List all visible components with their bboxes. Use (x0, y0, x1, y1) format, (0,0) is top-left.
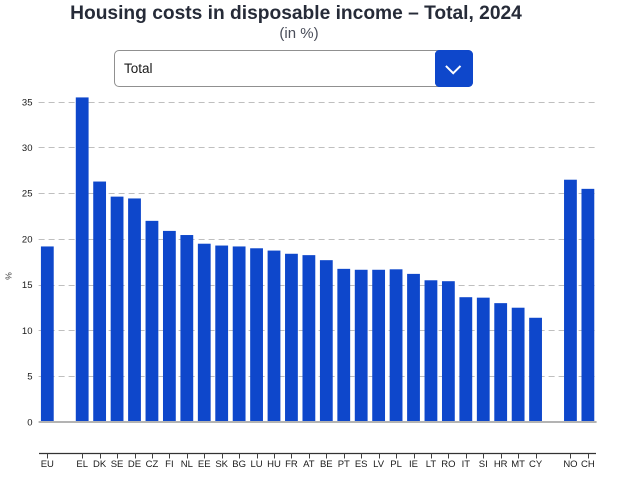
svg-text:FR: FR (285, 459, 298, 470)
svg-text:PL: PL (390, 459, 402, 470)
svg-text:15: 15 (22, 280, 33, 291)
svg-text:CY: CY (529, 459, 543, 470)
svg-text:0: 0 (27, 417, 32, 428)
svg-text:CH: CH (581, 459, 595, 470)
svg-text:DE: DE (128, 459, 141, 470)
svg-text:IE: IE (409, 459, 418, 470)
svg-text:HR: HR (494, 459, 508, 470)
svg-text:BG: BG (232, 459, 246, 470)
svg-text:SE: SE (111, 459, 124, 470)
svg-text:NO: NO (563, 459, 577, 470)
svg-text:20: 20 (22, 234, 33, 245)
svg-text:35: 35 (22, 97, 33, 108)
svg-text:10: 10 (22, 326, 33, 337)
svg-text:BE: BE (320, 459, 333, 470)
svg-text:LV: LV (373, 459, 385, 470)
svg-text:SI: SI (479, 459, 488, 470)
svg-text:MT: MT (511, 459, 525, 470)
svg-text:EU: EU (41, 459, 54, 470)
svg-text:SK: SK (215, 459, 228, 470)
svg-text:AT: AT (303, 459, 315, 470)
svg-text:LT: LT (426, 459, 437, 470)
svg-text:FI: FI (165, 459, 173, 470)
svg-text:EE: EE (198, 459, 211, 470)
svg-text:LU: LU (250, 459, 262, 470)
svg-text:PT: PT (338, 459, 350, 470)
svg-text:%: % (4, 272, 14, 280)
svg-text:CZ: CZ (146, 459, 159, 470)
svg-text:5: 5 (27, 372, 32, 383)
svg-text:EL: EL (76, 459, 88, 470)
svg-text:DK: DK (93, 459, 107, 470)
svg-text:IT: IT (462, 459, 471, 470)
svg-text:30: 30 (22, 143, 33, 154)
svg-text:RO: RO (441, 459, 455, 470)
svg-text:25: 25 (22, 189, 33, 200)
svg-text:ES: ES (355, 459, 368, 470)
svg-text:NL: NL (181, 459, 193, 470)
svg-text:HU: HU (267, 459, 281, 470)
